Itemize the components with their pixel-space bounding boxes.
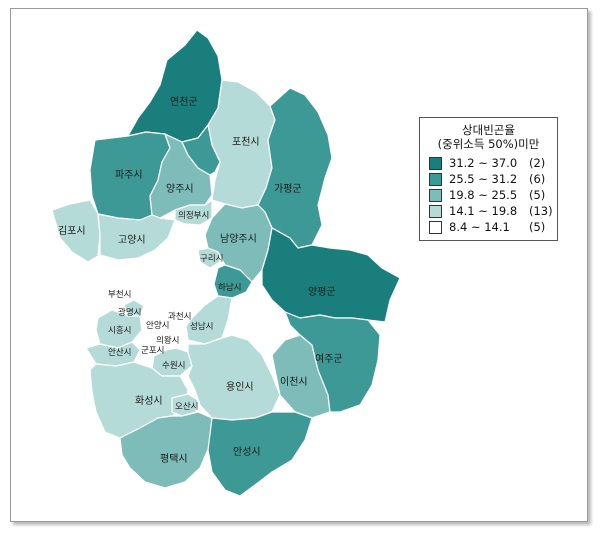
region-hanam[interactable] [213, 264, 253, 299]
legend-range: 31.2 ~ 37.0 [449, 156, 518, 170]
label-yeoju: 여주군 [315, 353, 343, 365]
map-legend: 상대빈곤율 (중위소득 50%)미만 31.2 ~ 37.0 (2) 25.5 … [419, 117, 558, 241]
label-siheung: 시흥시 [108, 325, 131, 336]
region-anyang[interactable] [139, 305, 169, 337]
region-dongducheon[interactable] [181, 124, 221, 176]
region-guri[interactable] [197, 247, 221, 269]
region-goyang[interactable] [97, 213, 176, 261]
legend-swatch [429, 205, 442, 218]
label-anseong: 안성시 [233, 446, 261, 458]
label-paju: 파주시 [115, 169, 143, 181]
label-hwaseong: 화성시 [135, 395, 163, 407]
region-anseong[interactable] [207, 411, 313, 497]
region-gimpo[interactable] [51, 199, 101, 263]
region-yeoju[interactable] [284, 311, 381, 413]
label-yongin: 용인시 [226, 381, 254, 393]
label-goyang: 고양시 [118, 234, 146, 246]
region-bucheon[interactable] [107, 287, 129, 306]
legend-range: 14.1 ~ 19.8 [449, 204, 518, 218]
label-suwon: 수원시 [162, 361, 185, 371]
label-hanam: 하남시 [218, 282, 241, 293]
region-yongin[interactable] [187, 334, 281, 421]
label-guri: 구리시 [200, 254, 223, 264]
label-yangju: 양주시 [166, 183, 194, 195]
legend-count: (5) [529, 220, 546, 234]
legend-swatch [429, 189, 442, 202]
label-pocheon: 포천시 [232, 136, 260, 148]
label-gunpo: 군포시 [141, 346, 164, 356]
legend-range: 25.5 ~ 31.2 [449, 172, 518, 186]
label-uijeongbu: 의정부시 [178, 210, 209, 221]
legend-title-line2: (중위소득 50%)미만 [437, 137, 540, 151]
legend-range: 19.8 ~ 25.5 [449, 188, 518, 202]
region-siheung[interactable] [95, 309, 143, 349]
label-uiwang: 의왕시 [156, 335, 179, 346]
legend-count: (13) [529, 204, 553, 218]
label-yeoncheon: 연천군 [170, 96, 198, 108]
legend-title-line1: 상대빈곤율 [462, 123, 515, 137]
legend-swatch [429, 157, 442, 170]
label-gimpo: 김포시 [58, 225, 86, 237]
label-namyangju: 남양주시 [220, 233, 257, 245]
label-anyang: 안양시 [146, 320, 169, 331]
legend-swatch [429, 173, 442, 186]
legend-range: 8.4 ~ 14.1 [449, 220, 510, 234]
label-seongnam: 성남시 [190, 322, 213, 332]
label-gwangmyeong: 광명시 [118, 307, 141, 318]
label-icheon: 이천시 [280, 376, 308, 388]
label-ansan: 안산시 [108, 347, 131, 358]
label-bucheon: 부천시 [108, 289, 131, 300]
label-gapyeong: 가평군 [274, 183, 302, 195]
label-yangpyeong: 양평군 [308, 286, 336, 298]
label-osan: 오산시 [175, 401, 198, 412]
label-pyeongtaek: 평택시 [160, 453, 188, 465]
legend-swatch [429, 221, 442, 234]
legend-count: (2) [529, 156, 546, 170]
legend-count: (5) [529, 188, 546, 202]
label-gwacheon: 과천시 [168, 311, 191, 322]
legend-count: (6) [529, 172, 546, 186]
region-yangpyeong[interactable] [261, 227, 401, 323]
